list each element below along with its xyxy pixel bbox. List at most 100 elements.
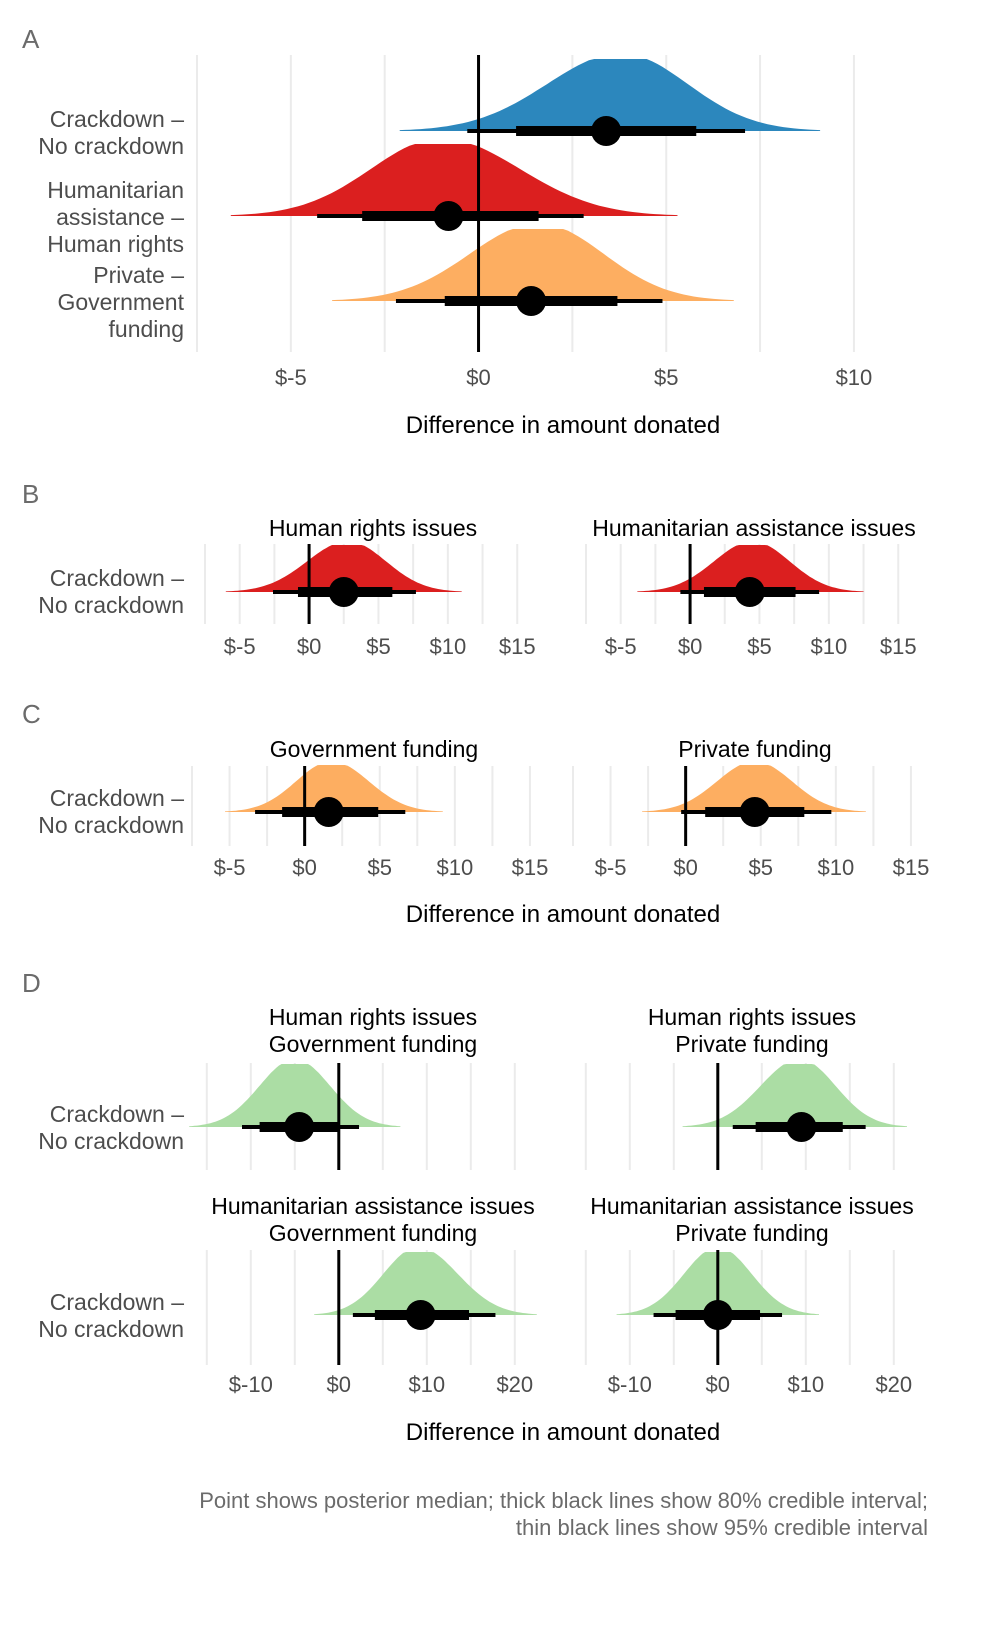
x-tick-label: $20 — [496, 1372, 533, 1397]
facet-strip-title: Humanitarian assistance issues — [211, 1193, 534, 1219]
x-tick-label: $20 — [875, 1372, 912, 1397]
x-tick-label: $0 — [466, 365, 490, 390]
median-point — [328, 577, 359, 607]
x-tick-label: $-5 — [595, 855, 627, 880]
facet-strip-title: Private funding — [675, 1031, 828, 1057]
caption-line: thin black lines show 95% credible inter… — [516, 1515, 928, 1540]
x-tick-label: $-5 — [214, 855, 246, 880]
y-category-label: Private – — [93, 262, 184, 288]
facet-strip-title: Human rights issues — [269, 1004, 477, 1030]
x-tick-label: $10 — [408, 1372, 445, 1397]
y-category-label: No crackdown — [38, 1316, 184, 1342]
density-slab — [225, 545, 462, 592]
halfeye-series — [642, 765, 866, 827]
x-tick-label: $10 — [436, 855, 473, 880]
panel-C-facet: $-5 $0 $5 $10 $15 Private funding — [572, 736, 930, 880]
facet-strip-title: Private funding — [678, 736, 831, 762]
density-slab — [225, 765, 443, 812]
y-category-label: No crackdown — [38, 1128, 184, 1154]
y-category-label: funding — [109, 316, 184, 342]
median-point — [516, 286, 547, 316]
x-tick-label: $-5 — [224, 634, 256, 659]
x-tick-label: $-5 — [605, 634, 637, 659]
x-tick-label: $10 — [429, 634, 466, 659]
x-axis-title: Difference in amount donated — [406, 1419, 720, 1446]
halfeye-series — [189, 1064, 401, 1142]
halfeye-series — [682, 1064, 907, 1142]
facet-strip-title: Private funding — [675, 1220, 828, 1246]
median-point — [313, 797, 344, 827]
median-point — [405, 1300, 436, 1330]
facet-strip-title: Humanitarian assistance issues — [592, 515, 915, 541]
panel-B-facet: $-5 $0 $5 $10 $15 Humanitarian assistance iss… — [585, 515, 917, 659]
halfeye-series — [230, 144, 678, 231]
x-tick-label: $5 — [747, 634, 771, 659]
panel-label-A: A — [22, 24, 40, 54]
y-category-label: Human rights — [47, 231, 184, 257]
facet-strip-title: Human rights issues — [648, 1004, 856, 1030]
x-tick-label: $0 — [673, 855, 697, 880]
y-category-label: No crackdown — [38, 812, 184, 838]
panel-label-D: D — [22, 968, 41, 998]
x-tick-label: $5 — [366, 634, 390, 659]
density-slab — [399, 59, 821, 131]
x-tick-label: $10 — [817, 855, 854, 880]
density-slab — [189, 1064, 401, 1127]
y-category-label: Crackdown – — [50, 785, 184, 811]
y-category-label: Crackdown – — [50, 1101, 184, 1127]
density-slab — [314, 1252, 537, 1315]
x-tick-label: $0 — [678, 634, 702, 659]
y-category-label: Government — [57, 289, 184, 315]
y-category-label: Crackdown – — [50, 565, 184, 591]
panel-C-facet: $-5 $0 $5 $10 $15 Government funding — [191, 736, 549, 880]
median-point — [739, 797, 770, 827]
x-tick-label: $5 — [368, 855, 392, 880]
x-tick-label: $5 — [749, 855, 773, 880]
density-slab — [637, 545, 864, 592]
x-tick-label: $15 — [893, 855, 930, 880]
facet-strip-title: Human rights issues — [269, 515, 477, 541]
panel-D-facet: $-10 $0 $10 $20 Humanitarian assistance issu… — [205, 1193, 537, 1397]
facet-strip-title: Government funding — [269, 1220, 477, 1246]
x-tick-label: $10 — [810, 634, 847, 659]
x-tick-label: $10 — [836, 365, 873, 390]
y-category-label: Crackdown – — [50, 1289, 184, 1315]
panel-label-C: C — [22, 699, 41, 729]
y-category-label: assistance – — [56, 204, 184, 230]
x-tick-label: $15 — [512, 855, 549, 880]
facet-strip-title: Government funding — [270, 736, 478, 762]
y-category-label: Humanitarian — [47, 177, 184, 203]
x-tick-label: $5 — [654, 365, 678, 390]
density-slab — [682, 1064, 907, 1127]
x-tick-label: $15 — [880, 634, 917, 659]
x-axis-title: Difference in amount donated — [406, 901, 720, 928]
median-point — [591, 116, 622, 146]
median-point — [284, 1112, 315, 1142]
x-tick-label: $0 — [297, 634, 321, 659]
x-tick-label: $-10 — [608, 1372, 652, 1397]
x-tick-label: $0 — [327, 1372, 351, 1397]
x-tick-label: $0 — [706, 1372, 730, 1397]
caption-line: Point shows posterior median; thick blac… — [199, 1488, 928, 1513]
halfeye-series — [314, 1252, 537, 1330]
halfeye-series — [332, 229, 734, 316]
x-tick-label: $-5 — [275, 365, 307, 390]
panel-label-B: B — [22, 479, 39, 509]
halfeye-series — [399, 59, 821, 146]
panel-D-facet: $-10 $0 $10 $20 Humanitarian assistance issu… — [584, 1193, 914, 1397]
median-point — [786, 1112, 817, 1142]
halfeye-series — [637, 545, 864, 607]
x-tick-label: $15 — [499, 634, 536, 659]
median-point — [734, 577, 765, 607]
halfeye-series — [225, 765, 443, 827]
halfeye-series — [225, 545, 462, 607]
x-tick-label: $0 — [292, 855, 316, 880]
y-category-label: No crackdown — [38, 133, 184, 159]
x-tick-label: $-10 — [229, 1372, 273, 1397]
panel-B-facet: $-5 $0 $5 $10 $15 Human rights issues — [204, 515, 536, 659]
y-category-label: No crackdown — [38, 592, 184, 618]
panel-A-plot: $-5 $0 $5 $10 Crackdown –No crackdown Humanit… — [38, 55, 872, 390]
density-slab — [230, 144, 678, 216]
